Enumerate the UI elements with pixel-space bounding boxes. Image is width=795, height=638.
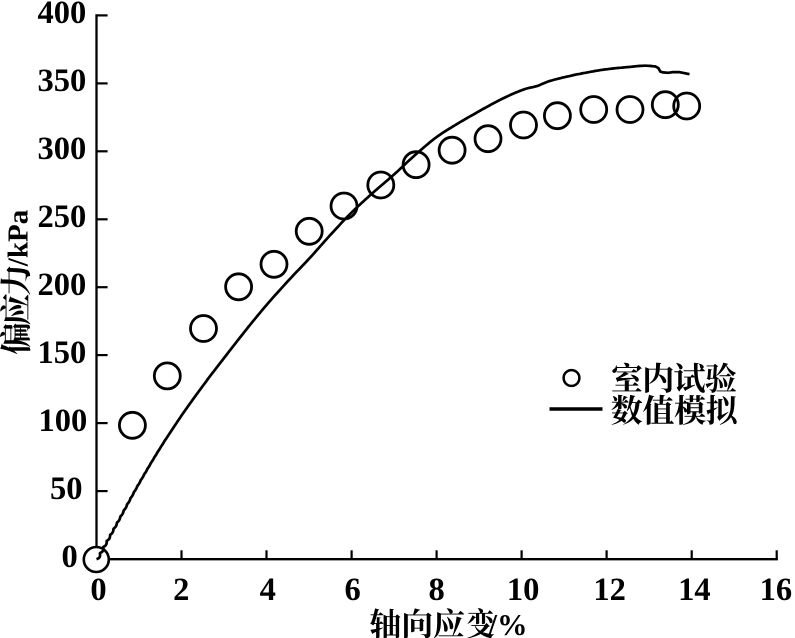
svg-text:350: 350 <box>38 63 87 99</box>
svg-text:400: 400 <box>38 0 87 31</box>
svg-text:250: 250 <box>38 199 87 235</box>
svg-text:2: 2 <box>173 572 189 608</box>
svg-text:50: 50 <box>50 471 83 507</box>
svg-text:0: 0 <box>90 572 106 608</box>
svg-text:10: 10 <box>507 572 540 608</box>
svg-text:/kPa: /kPa <box>3 209 35 267</box>
svg-text:4: 4 <box>260 572 276 608</box>
svg-text:8: 8 <box>428 572 444 608</box>
svg-text:16: 16 <box>760 572 793 608</box>
svg-text:300: 300 <box>38 131 87 167</box>
svg-text:150: 150 <box>38 335 87 371</box>
svg-text:100: 100 <box>39 403 88 439</box>
svg-text:/%: /% <box>488 608 528 638</box>
svg-text:6: 6 <box>344 572 360 608</box>
svg-text:12: 12 <box>593 572 626 608</box>
svg-text:0: 0 <box>62 539 78 575</box>
svg-text:14: 14 <box>678 572 711 608</box>
svg-text:200: 200 <box>38 267 87 303</box>
